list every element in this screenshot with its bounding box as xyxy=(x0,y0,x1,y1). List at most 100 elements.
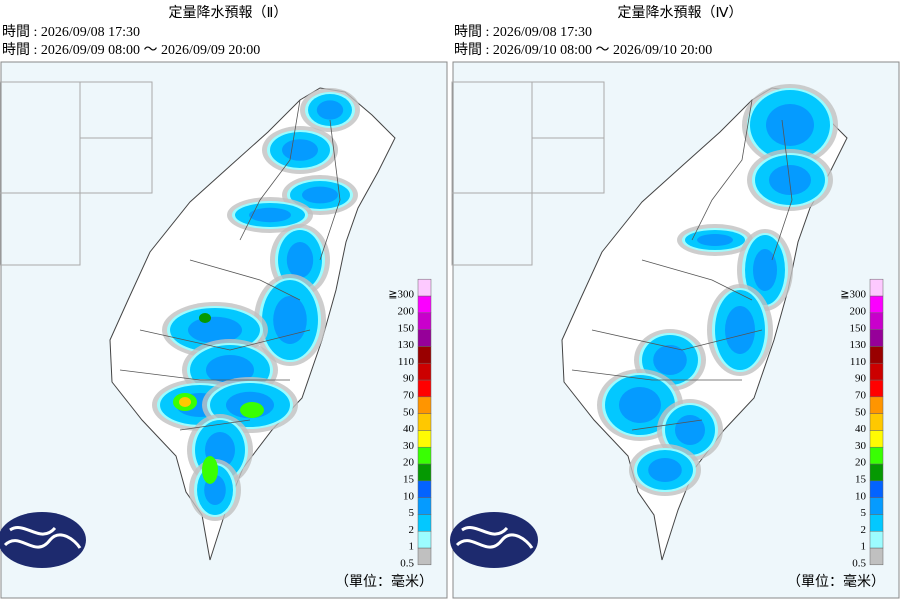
legend-label: 150 xyxy=(398,322,415,334)
legend-swatch xyxy=(417,497,432,515)
legend-label: ≧300 xyxy=(840,289,866,301)
legend-label: 110 xyxy=(850,356,867,368)
inset-box xyxy=(0,81,81,194)
inset-box xyxy=(451,81,533,194)
county-lines xyxy=(571,99,793,431)
legend-swatch xyxy=(869,514,884,532)
valid-time: 時間 : 2026/09/09 08:00 ～ 2026/09/09 20:00 xyxy=(2,42,260,58)
rain-dark xyxy=(282,139,318,161)
rain-heavy xyxy=(240,402,264,418)
rain-dark xyxy=(753,249,777,291)
legend-swatch xyxy=(417,362,432,381)
legend-label: 10 xyxy=(403,490,415,502)
legend-label: 30 xyxy=(855,440,867,452)
legend-label: 50 xyxy=(403,406,415,418)
legend-swatch xyxy=(417,312,432,330)
legend-label: 1 xyxy=(861,541,867,553)
rain-dark xyxy=(316,100,344,120)
legend-label: 10 xyxy=(855,490,867,502)
legend-label: 2 xyxy=(861,524,867,536)
unit-label: （單位：毫米） xyxy=(335,573,433,590)
legend-swatch xyxy=(869,362,884,381)
legend-label: 40 xyxy=(855,423,867,435)
rain-dark xyxy=(286,242,314,278)
map-panel: 定量降水預報（Ⅳ） 時間 : 2026/09/08 17:30 時間 : 2026/… xyxy=(450,5,900,599)
legend-label: 150 xyxy=(850,322,867,334)
legend-label: 2 xyxy=(409,524,415,536)
legend-swatch xyxy=(417,413,432,431)
legend-swatch xyxy=(869,547,884,566)
legend-swatch xyxy=(869,278,884,297)
rain-dark xyxy=(619,387,661,423)
unit-label: （單位：毫米） xyxy=(787,573,885,590)
legend-label: 0.5 xyxy=(852,558,866,570)
logo xyxy=(450,512,538,568)
legend-label: 20 xyxy=(855,457,867,469)
legend-swatch xyxy=(417,329,432,347)
legend-swatch xyxy=(869,463,884,482)
legend-swatch xyxy=(869,530,884,549)
rain-dark xyxy=(273,296,307,344)
rain-dark xyxy=(249,207,291,223)
rain-heavy xyxy=(202,456,218,484)
legend-swatch xyxy=(869,430,884,448)
legend-label: 15 xyxy=(855,474,867,486)
rain-dark xyxy=(648,458,682,482)
legend-label: 90 xyxy=(403,373,415,385)
rain-dark xyxy=(769,165,811,195)
logo-swirl xyxy=(3,526,82,549)
legend-label: 90 xyxy=(855,373,867,385)
panel-title: 定量降水預報（Ⅱ） xyxy=(169,5,288,21)
legend-swatch xyxy=(869,413,884,431)
rain-dark xyxy=(188,316,242,344)
legend-swatch xyxy=(417,396,432,414)
legend-label: 70 xyxy=(855,390,867,402)
legend-swatch xyxy=(417,547,432,566)
legend-swatch xyxy=(417,514,432,532)
rain-dark xyxy=(766,104,814,146)
legend-label: 130 xyxy=(398,339,415,351)
legend-swatch xyxy=(417,463,432,482)
legend-swatch xyxy=(417,379,432,398)
legend-swatch xyxy=(869,480,884,498)
legend-label: 200 xyxy=(398,306,415,318)
rain-dark xyxy=(302,186,338,204)
legend-swatch xyxy=(869,295,884,314)
logo xyxy=(0,512,86,568)
issue-time: 時間 : 2026/09/08 17:30 xyxy=(2,24,140,40)
legend-label: 50 xyxy=(855,406,867,418)
legend-swatch xyxy=(869,497,884,515)
valid-time: 時間 : 2026/09/10 08:00 ～ 2026/09/10 20:00 xyxy=(454,42,712,58)
legend-swatch xyxy=(417,446,432,465)
legend-label: 5 xyxy=(861,507,867,519)
legend-swatch xyxy=(869,446,884,465)
legend-swatch xyxy=(417,530,432,549)
legend-label: 40 xyxy=(403,423,415,435)
logo-swirl xyxy=(455,526,534,549)
rain-area xyxy=(152,88,360,521)
legend-swatch xyxy=(417,278,432,297)
legend-label: 1 xyxy=(409,541,415,553)
legend-label: 15 xyxy=(403,474,415,486)
rain-dark xyxy=(725,306,755,354)
rain-area xyxy=(597,84,838,496)
rain-dark xyxy=(697,234,733,246)
legend-swatch xyxy=(417,295,432,314)
legend-swatch xyxy=(869,396,884,414)
legend-label: 0.5 xyxy=(400,558,414,570)
legend-swatch xyxy=(869,379,884,398)
legend-swatch xyxy=(869,312,884,330)
county-lines xyxy=(119,99,341,431)
legend-swatch xyxy=(417,480,432,498)
legend-swatch xyxy=(869,329,884,347)
panel-title: 定量降水預報（Ⅳ） xyxy=(618,5,743,21)
rain-dark xyxy=(653,345,687,375)
legend-label: 5 xyxy=(409,507,415,519)
issue-time: 時間 : 2026/09/08 17:30 xyxy=(454,24,592,40)
rain-dark xyxy=(675,415,705,445)
rain-heavy xyxy=(199,313,211,323)
legend-label: 200 xyxy=(850,306,867,318)
legend-label: 130 xyxy=(850,339,867,351)
legend-label: 110 xyxy=(398,356,415,368)
